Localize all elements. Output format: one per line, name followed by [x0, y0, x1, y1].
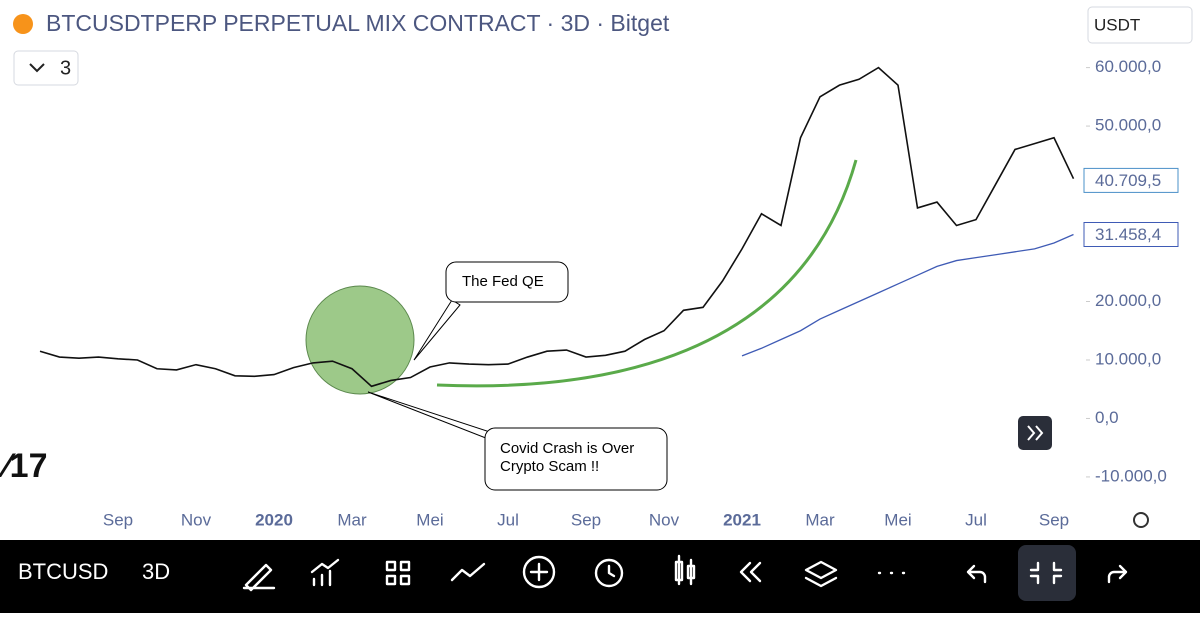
- currency: USDT: [1094, 15, 1140, 34]
- alert-icon[interactable]: [594, 558, 624, 588]
- add-icon[interactable]: [522, 555, 556, 589]
- callout-box: [445, 261, 569, 303]
- toolbar-symbol[interactable]: BTCUSD: [18, 559, 108, 584]
- layers-count: 3: [60, 57, 71, 79]
- price-label: 31.458,4: [1095, 225, 1161, 244]
- callout-text: Crypto Scam !!: [500, 458, 599, 475]
- toolbar-icons: [242, 545, 1128, 601]
- trend-curve: [436, 159, 858, 388]
- settings-icon[interactable]: [1133, 512, 1149, 528]
- layers-icon[interactable]: [804, 560, 838, 588]
- x-tick-label: Sep: [1039, 510, 1069, 529]
- callout-text: The Fed QE: [462, 273, 544, 290]
- chart-title: BTCUSDTPERP PERPETUAL MIX CONTRACT · 3D …: [46, 10, 670, 36]
- x-tick-label: Mei: [416, 510, 443, 529]
- y-tick-label: 0,0: [1095, 408, 1119, 427]
- scroll-icon: [1027, 425, 1044, 441]
- toolbar: [0, 540, 1200, 613]
- fullscreen-button[interactable]: [1018, 545, 1076, 601]
- replay-icon[interactable]: [739, 561, 762, 583]
- callout-pointer: [413, 299, 461, 361]
- y-tick-label: 20.000,0: [1095, 291, 1161, 310]
- x-tick-label: Mei: [884, 510, 911, 529]
- y-tick-label: 10.000,0: [1095, 349, 1161, 368]
- coin-icon: [13, 14, 33, 34]
- callout-box: [484, 427, 668, 491]
- grid-icon[interactable]: [385, 560, 411, 586]
- x-tick-label: Sep: [103, 510, 133, 529]
- y-tick-label: -10.000,0: [1095, 466, 1167, 485]
- layers-button[interactable]: [13, 50, 79, 86]
- compare-icon[interactable]: [450, 562, 486, 582]
- price-label: 40.709,5: [1095, 171, 1161, 190]
- redo-icon[interactable]: [1107, 564, 1128, 584]
- price-label-box: [1083, 167, 1179, 193]
- price-line: [39, 66, 1075, 388]
- candle-icon[interactable]: [674, 554, 696, 586]
- chevron: [29, 63, 45, 73]
- undo-icon[interactable]: [966, 564, 987, 584]
- plot: 60.000,0 50.000,0 20.000,0 10.000,0 0,0 -10.0…: [39, 57, 1179, 529]
- callout-text: Covid Crash is Over: [500, 440, 634, 457]
- x-tick-label: Jul: [497, 510, 519, 529]
- currency-button[interactable]: [1087, 6, 1193, 44]
- x-tick-label: 2020: [255, 510, 293, 529]
- logo: ⁄17: [0, 447, 48, 485]
- y-tick-label: 50.000,0: [1095, 116, 1161, 135]
- x-tick-label: Nov: [649, 510, 680, 529]
- highlight-circle: [305, 285, 415, 395]
- indicator-icon[interactable]: [310, 558, 340, 587]
- x-tick-label: 2021: [723, 510, 761, 529]
- toolbar-interval[interactable]: 3D: [142, 559, 170, 584]
- x-tick-label: Mar: [337, 510, 367, 529]
- x-tick-label: Jul: [965, 510, 987, 529]
- callout-pointer: [367, 391, 498, 443]
- x-tick-label: Sep: [571, 510, 601, 529]
- price-line: [741, 233, 1074, 357]
- price-label-box: [1083, 221, 1179, 247]
- x-tick-label: Nov: [181, 510, 212, 529]
- draw-icon[interactable]: [242, 563, 276, 592]
- y-tick-label: 60.000,0: [1095, 57, 1161, 76]
- x-tick-label: Mar: [805, 510, 835, 529]
